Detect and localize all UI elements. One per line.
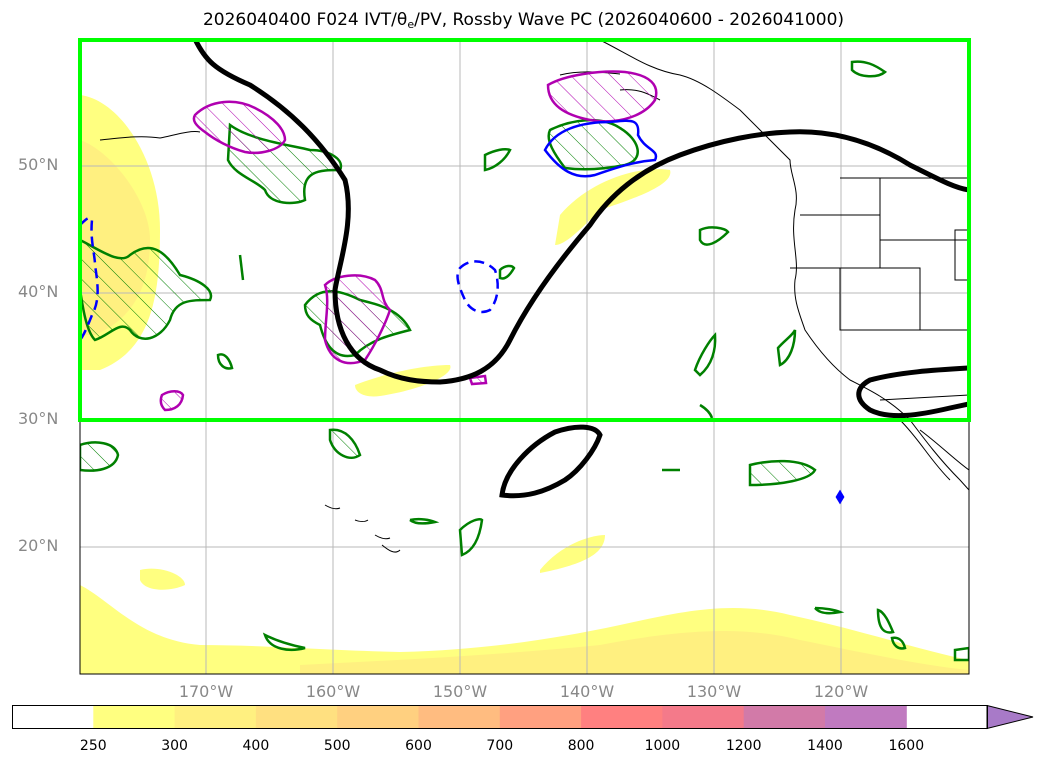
border-great-basin [954, 229, 969, 281]
pv-contour-7 [328, 428, 362, 459]
colorbar-swatch [255, 705, 338, 729]
pv-contour-14 [262, 632, 306, 652]
pv-contour-19 [498, 264, 516, 280]
lat-label-20: 20°N [18, 536, 59, 555]
pv-contour-11 [483, 147, 512, 172]
lon-label-120w: 120°W [813, 682, 869, 701]
colorbar-tick-label: 700 [486, 738, 514, 754]
theta-e-contour-1 [192, 100, 287, 155]
colorbar-swatch [581, 705, 663, 729]
pv-contour-9 [693, 332, 717, 377]
colorbar-tick-label: 1200 [725, 738, 762, 754]
colorbar-tick-label: 600 [405, 738, 432, 754]
rossby-contour-closed [499, 424, 603, 499]
ivt-region-small1 [355, 365, 451, 397]
pv-contours [80, 60, 969, 662]
map-panel [78, 38, 971, 675]
colorbar-tick-label: 800 [567, 738, 595, 754]
ivt-region-south-inner [300, 630, 969, 674]
colorbar-tick-label: 500 [323, 738, 351, 754]
blue-contour-1 [543, 119, 658, 178]
theta-e-contour-5 [468, 374, 488, 386]
pv-contour-24 [890, 636, 907, 650]
coast-aleutians [99, 131, 201, 141]
pv-contour-13 [876, 608, 895, 634]
colorbar-tick-label: 300 [161, 738, 188, 754]
lat-label-30: 30°N [18, 409, 59, 428]
colorbar-tick-label: 1400 [807, 738, 843, 754]
colorbar-tick-label: 1600 [888, 738, 925, 754]
blue-dashed-1 [456, 260, 499, 314]
lon-label-160w: 160°W [305, 682, 361, 701]
blue-dashed-2 [80, 216, 99, 341]
blue-dot [835, 489, 845, 505]
ivt-shading [80, 95, 969, 674]
theta-e-contours [159, 70, 658, 412]
pv-contour-18 [953, 646, 969, 662]
lon-label-170w: 170°W [178, 682, 234, 701]
colorbar-frame [12, 705, 988, 729]
map-title: 2026040400 F024 IVT/θe/PV, Rossby Wave P… [202, 10, 845, 31]
pv-contour-8 [698, 226, 730, 246]
pv-contour-15 [850, 60, 888, 78]
colorbar-swatch [93, 705, 176, 729]
lat-label-50: 50°N [18, 155, 59, 174]
highlight-box [78, 38, 971, 422]
colorbar-swatch [499, 705, 582, 729]
pv-contour-2 [80, 238, 213, 342]
rossby-wave-contours [192, 39, 969, 499]
rossby-contour-southeast [856, 365, 969, 419]
coast-alaska-panhandle [599, 39, 969, 491]
pv-contour-16 [216, 353, 234, 370]
border-us-mexico [879, 394, 969, 401]
ivt-region-small2 [540, 535, 605, 573]
lon-label-150w: 150°W [432, 682, 488, 701]
colorbar-tick-label: 250 [79, 738, 107, 754]
ivt-region-central [555, 169, 671, 245]
lon-label-140w: 140°W [559, 682, 615, 701]
colorbar-tick-label: 1000 [644, 738, 681, 754]
colorbar-swatch [825, 705, 907, 729]
lon-label-130w: 130°W [686, 682, 742, 701]
pv-contour-21 [409, 517, 440, 525]
rossby-contour-main [192, 39, 969, 385]
pv-contour-10 [776, 329, 797, 367]
colorbar-swatch [12, 705, 94, 729]
ivt-region-small3 [140, 568, 185, 590]
pv-contour-12 [458, 518, 484, 557]
coast-hawaii [324, 504, 401, 553]
colorbar-swatch [418, 705, 501, 729]
colorbar-extend-arrow [986, 705, 1034, 730]
coast-baja [899, 419, 969, 481]
lat-label-40: 40°N [18, 282, 59, 301]
blue-contours [80, 119, 845, 505]
pv-contour-23 [699, 403, 714, 419]
colorbar-swatch [174, 705, 257, 729]
pv-contour-20 [238, 254, 245, 281]
colorbar-swatch [337, 705, 419, 729]
theta-e-contour-2 [546, 70, 658, 123]
theta-e-contour-4 [159, 390, 185, 412]
ivt-colorbar [12, 705, 1034, 730]
colorbar-swatch [662, 705, 745, 729]
colorbar-tick-label: 400 [242, 738, 270, 754]
colorbar-swatch [743, 705, 826, 729]
pv-contour-6 [80, 441, 120, 472]
border-states [790, 178, 969, 331]
pv-contour-17 [814, 606, 845, 615]
theta-e-contour-3 [323, 274, 392, 365]
pv-contour-5 [748, 459, 817, 487]
pv-contour-4 [547, 118, 639, 171]
